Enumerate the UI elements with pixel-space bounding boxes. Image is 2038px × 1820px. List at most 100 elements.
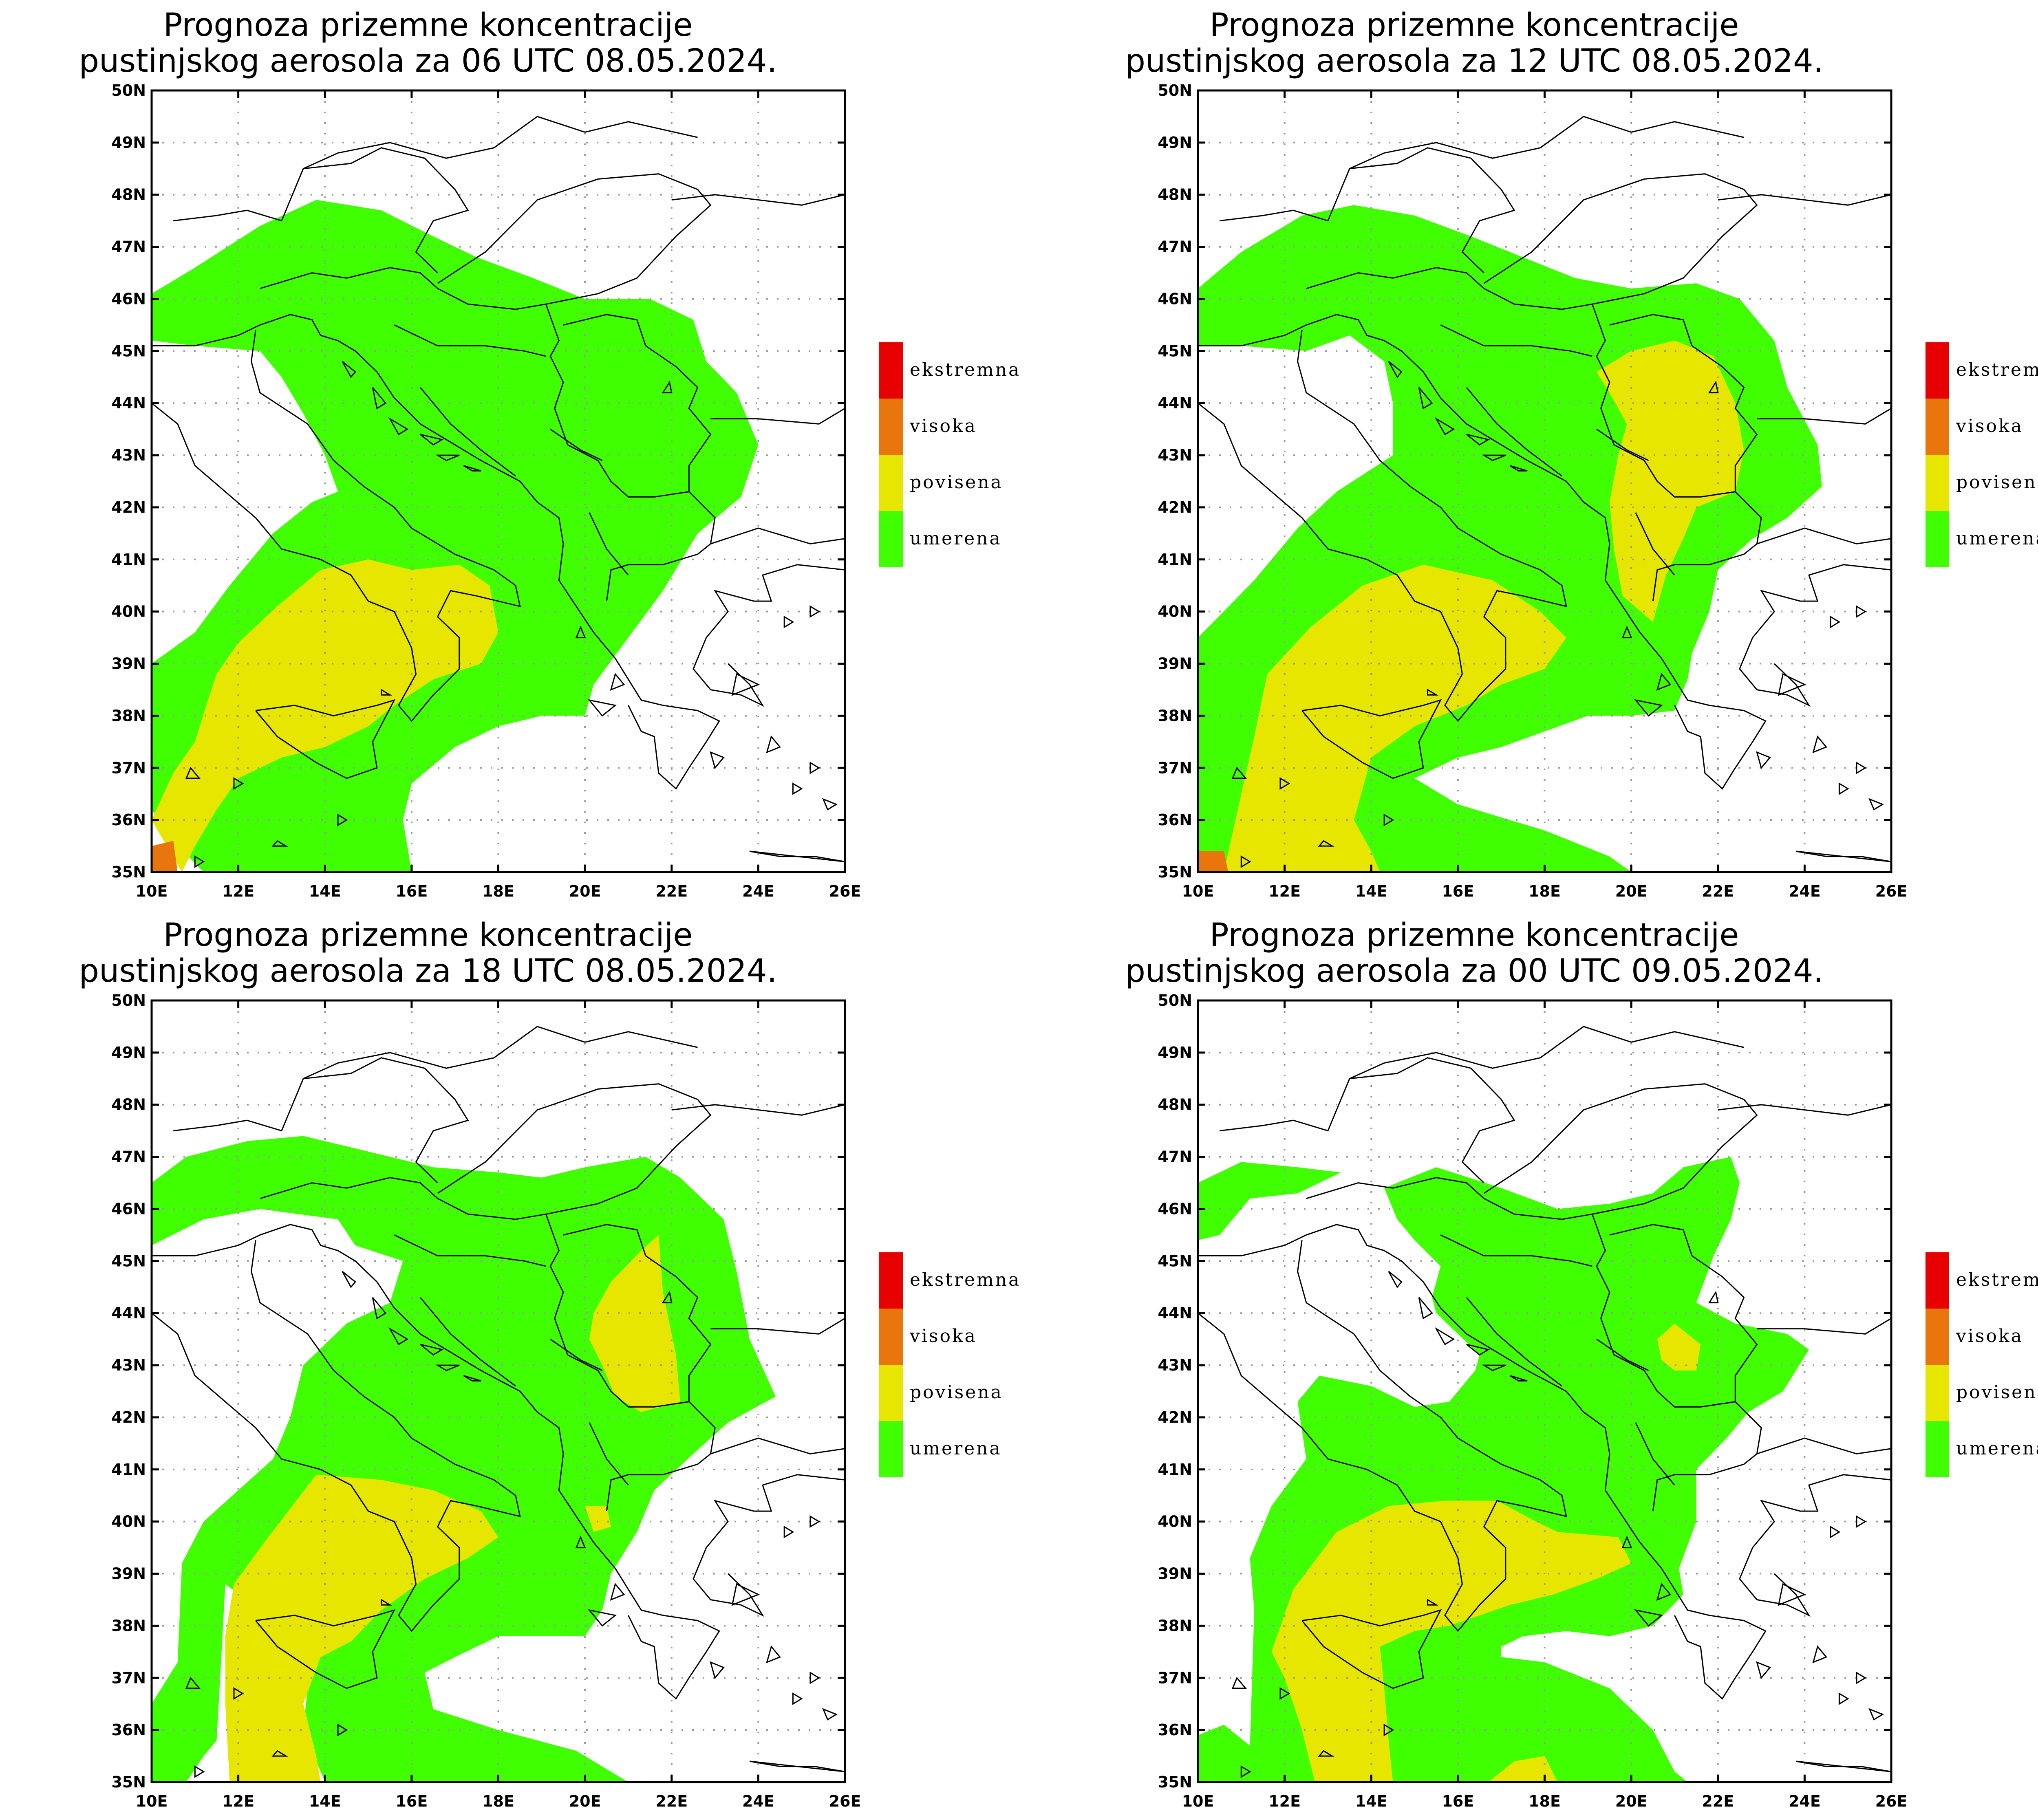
boundary-line	[645, 1255, 712, 1402]
boundary-line	[1596, 428, 1649, 461]
boundary-line	[1198, 1240, 1567, 1632]
boundary-line	[247, 116, 698, 222]
boundary-line	[1756, 527, 1891, 544]
lat-tick-label: 46N	[111, 290, 146, 308]
lat-tick-label: 38N	[1158, 707, 1192, 725]
island-outline	[1279, 1687, 1290, 1700]
lat-tick-label: 39N	[111, 1565, 146, 1583]
island-outline	[1383, 1723, 1394, 1736]
island-outline	[575, 1536, 586, 1549]
boundary-line	[173, 1119, 247, 1132]
boundary-line	[710, 1318, 845, 1335]
lat-tick-label: 36N	[1158, 811, 1192, 829]
island-outline	[749, 1761, 845, 1772]
island-outline	[1427, 1598, 1439, 1606]
island-outline	[1656, 1582, 1672, 1601]
island-outline	[1812, 735, 1827, 754]
lat-tick-label: 40N	[1158, 1513, 1192, 1531]
lat-tick-label: 49N	[1158, 134, 1192, 152]
lon-tick-label: 12E	[1268, 882, 1301, 900]
island-outline	[792, 1692, 803, 1705]
legend-swatch-umerena	[879, 1421, 903, 1477]
island-outline	[822, 1708, 838, 1721]
island-outline	[1756, 1661, 1771, 1679]
boundary-line	[1692, 345, 1758, 492]
boundary-line	[1440, 324, 1592, 357]
boundary-line	[173, 209, 247, 222]
panel-title: Prognoza prizemne koncentracije pustinjs…	[0, 917, 856, 989]
povisena-region	[1597, 340, 1744, 622]
legend: ekstremna visoka povisena umerena	[1926, 342, 2038, 567]
boundary-line	[1596, 1338, 1649, 1371]
island-outline	[766, 1645, 781, 1664]
lon-tick-label: 10E	[136, 882, 168, 900]
lat-tick-label: 49N	[1158, 1044, 1192, 1062]
lon-tick-label: 18E	[482, 882, 514, 900]
island-outline	[587, 699, 617, 717]
boundary-line	[1293, 1026, 1744, 1132]
povisena-region	[585, 1506, 611, 1532]
island-outline	[1621, 1536, 1632, 1549]
island-outline	[1795, 1761, 1891, 1772]
island-outline	[337, 1723, 348, 1736]
title-line-2: pustinjskog aerosola za 06 UTC 08.05.202…	[79, 43, 777, 79]
boundary-line	[152, 314, 720, 790]
island-outline	[1388, 361, 1403, 378]
boundary-line	[710, 527, 845, 544]
forecast-map: 10E 12E 14E 16E 18E 20E 22E 24E 26E 35N 36N 37N 38N 3…	[111, 992, 1019, 1810]
legend-label-umerena: umerena	[1956, 528, 2038, 549]
title-line-2: pustinjskog aerosola za 00 UTC 09.05.202…	[1125, 953, 1824, 989]
legend-swatch-ekstremna	[879, 342, 903, 399]
island-outline	[388, 1327, 409, 1345]
island-outline	[185, 767, 201, 779]
lon-tick-label: 14E	[1355, 882, 1387, 900]
lat-tick-label: 39N	[1158, 655, 1192, 673]
boundary-line	[1635, 1422, 1675, 1486]
island-outline	[1318, 840, 1335, 847]
island-outline	[1466, 434, 1490, 446]
island-outline	[1427, 688, 1439, 696]
lat-tick-label: 45N	[1158, 342, 1192, 360]
boundary-line	[671, 194, 845, 206]
island-outline	[809, 1671, 820, 1684]
island-outline	[662, 1291, 673, 1304]
plot-area	[152, 1000, 845, 1782]
lat-tick-label: 38N	[1158, 1617, 1192, 1635]
lat-tick-label: 49N	[111, 1044, 146, 1062]
lon-tick-label: 22E	[1702, 882, 1734, 900]
lon-tick-label: 20E	[569, 1792, 601, 1810]
lat-tick-label: 41N	[1158, 551, 1192, 568]
boundary-line	[152, 1224, 720, 1700]
island-outline	[1656, 672, 1672, 691]
povisena-region	[1657, 1323, 1701, 1371]
lon-tick-label: 26E	[1875, 1792, 1908, 1810]
boundary-line	[1349, 147, 1515, 273]
legend: ekstremna visoka povisena umerena	[879, 342, 1019, 567]
boundary-line	[1220, 1119, 1294, 1132]
island-outline	[372, 1297, 387, 1320]
island-outline	[271, 1750, 289, 1757]
island-outline	[194, 855, 205, 868]
island-outline	[1240, 855, 1251, 868]
lon-tick-label: 10E	[1182, 882, 1214, 900]
lon-tick-label: 22E	[655, 1792, 688, 1810]
visoka-region	[1198, 851, 1229, 872]
lat-tick-label: 50N	[1158, 992, 1192, 1009]
island-outline	[372, 387, 387, 410]
lat-tick-label: 42N	[1158, 498, 1192, 516]
lat-tick-label: 47N	[1158, 1148, 1192, 1166]
panel-title: Prognoza prizemne koncentracije pustinjs…	[0, 7, 856, 79]
lon-tick-label: 12E	[222, 882, 254, 900]
legend-label-umerena: umerena	[910, 528, 1002, 549]
boundary-line	[255, 1609, 396, 1689]
boundary-line	[1692, 1255, 1758, 1402]
island-outline	[809, 605, 820, 618]
island-outline	[710, 751, 725, 769]
island-outline	[731, 1583, 760, 1606]
boundary-line	[1306, 267, 1762, 602]
panel-title: Prognoza prizemne koncentracije pustinjs…	[1046, 7, 1902, 79]
boundary-line	[394, 324, 546, 357]
boundary-line	[260, 267, 716, 602]
boundary-line	[550, 428, 603, 461]
legend-swatch-visoka	[879, 1309, 903, 1365]
